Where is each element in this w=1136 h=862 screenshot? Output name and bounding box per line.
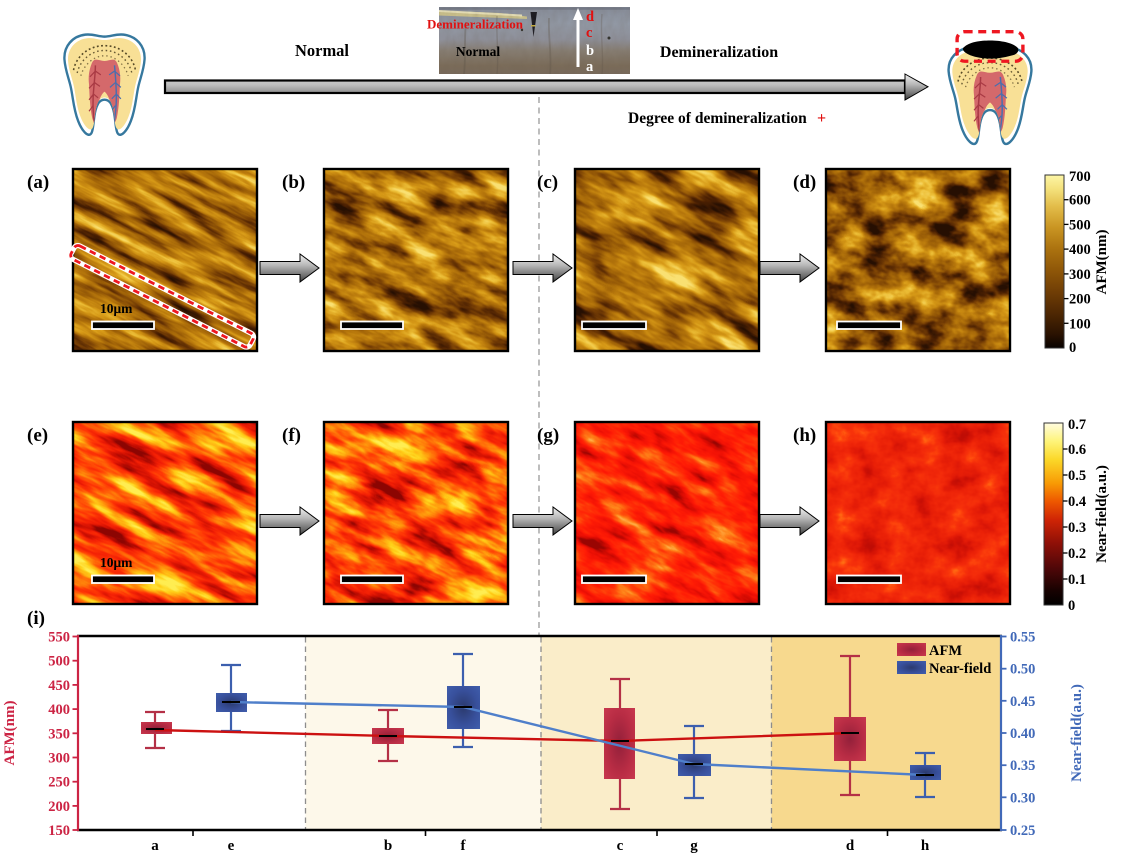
svg-text:f: f <box>461 838 467 854</box>
svg-text:450: 450 <box>48 678 70 694</box>
svg-text:(c): (c) <box>537 172 558 193</box>
svg-text:a: a <box>151 838 159 854</box>
svg-text:550: 550 <box>48 630 70 646</box>
svg-text:c: c <box>586 25 593 41</box>
svg-text:(b): (b) <box>282 172 305 193</box>
svg-text:0.30: 0.30 <box>1010 790 1035 806</box>
svg-text:g: g <box>690 838 698 854</box>
svg-text:(h): (h) <box>793 425 816 446</box>
svg-text:b: b <box>384 838 392 854</box>
svg-text:0.35: 0.35 <box>1010 758 1035 774</box>
svg-text:100: 100 <box>1069 316 1091 332</box>
svg-text:Normal: Normal <box>456 44 500 59</box>
svg-text:250: 250 <box>48 775 70 791</box>
svg-text:400: 400 <box>1069 242 1091 258</box>
svg-text:500: 500 <box>1069 217 1091 233</box>
svg-text:e: e <box>228 838 235 854</box>
svg-text:AFM(nm): AFM(nm) <box>1094 230 1110 295</box>
svg-text:Near-field: Near-field <box>929 661 991 677</box>
svg-text:0.1: 0.1 <box>1068 572 1086 588</box>
svg-text:(f): (f) <box>282 425 301 446</box>
svg-text:10μm: 10μm <box>100 301 133 316</box>
svg-text:Near-field(a.u.): Near-field(a.u.) <box>1069 684 1085 782</box>
svg-text:(i): (i) <box>27 608 45 629</box>
svg-text:300: 300 <box>48 751 70 767</box>
svg-text:400: 400 <box>48 702 70 718</box>
svg-text:AFM: AFM <box>929 643 962 659</box>
svg-text:Demineralization: Demineralization <box>427 17 524 32</box>
svg-text:500: 500 <box>48 654 70 670</box>
svg-text:Near-field(a.u.): Near-field(a.u.) <box>1094 465 1110 563</box>
svg-text:d: d <box>846 838 855 854</box>
svg-text:Normal: Normal <box>295 41 349 60</box>
svg-text:Degree of demineralization: Degree of demineralization <box>628 110 807 127</box>
svg-text:700: 700 <box>1069 169 1091 185</box>
svg-text:b: b <box>586 43 594 59</box>
svg-text:0.25: 0.25 <box>1010 823 1035 839</box>
svg-text:(d): (d) <box>793 172 816 193</box>
svg-text:0.5: 0.5 <box>1068 468 1086 484</box>
svg-text:0.50: 0.50 <box>1010 662 1035 678</box>
svg-text:200: 200 <box>48 799 70 815</box>
svg-text:300: 300 <box>1069 267 1091 283</box>
svg-text:d: d <box>586 9 594 25</box>
svg-text:(e): (e) <box>27 425 48 446</box>
svg-text:0: 0 <box>1069 340 1076 356</box>
svg-text:0.40: 0.40 <box>1010 726 1035 742</box>
svg-text:0.4: 0.4 <box>1068 494 1086 510</box>
svg-text:200: 200 <box>1069 292 1091 308</box>
svg-text:(g): (g) <box>537 425 559 446</box>
svg-text:0.3: 0.3 <box>1068 520 1086 536</box>
svg-text:600: 600 <box>1069 193 1091 209</box>
svg-text:0.45: 0.45 <box>1010 694 1035 710</box>
svg-text:0.2: 0.2 <box>1068 546 1086 562</box>
svg-text:a: a <box>586 59 594 75</box>
svg-text:0.6: 0.6 <box>1068 442 1086 458</box>
svg-text:h: h <box>921 838 930 854</box>
svg-text:10μm: 10μm <box>100 555 133 570</box>
svg-text:0.55: 0.55 <box>1010 630 1035 646</box>
svg-text:0.7: 0.7 <box>1068 417 1086 433</box>
svg-text:150: 150 <box>48 823 70 839</box>
svg-text:0: 0 <box>1068 598 1075 614</box>
svg-text:(a): (a) <box>27 172 49 193</box>
svg-text:350: 350 <box>48 726 70 742</box>
svg-text:Demineralization: Demineralization <box>660 44 778 61</box>
svg-text:+: + <box>817 110 826 127</box>
svg-text:c: c <box>617 838 624 854</box>
svg-text:AFM(nm): AFM(nm) <box>2 701 18 766</box>
